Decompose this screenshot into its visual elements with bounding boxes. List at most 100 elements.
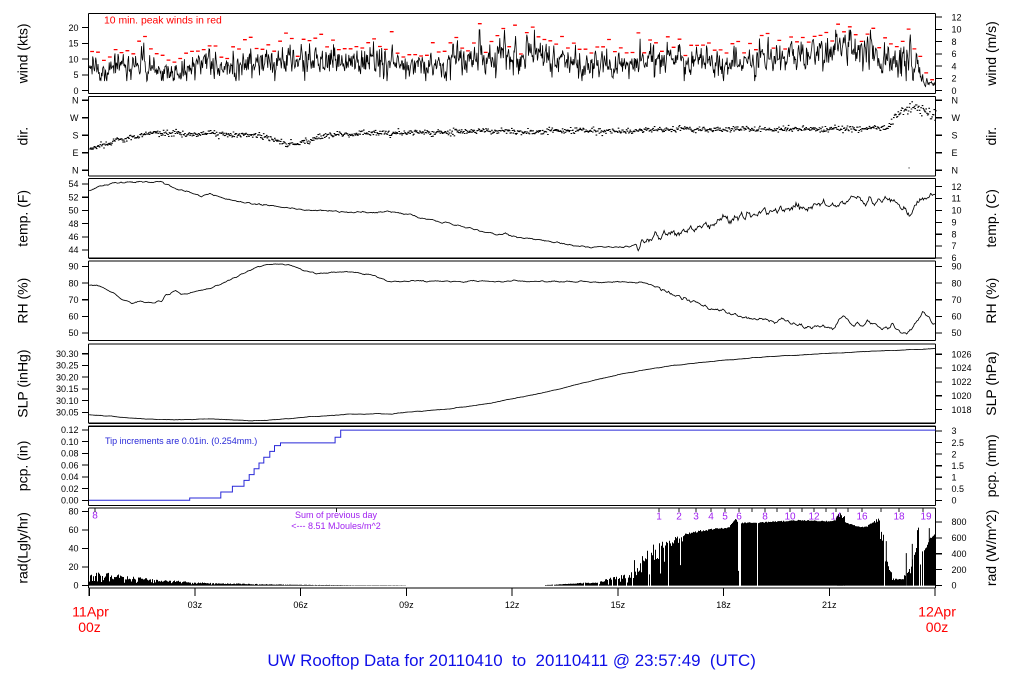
svg-text:12: 12 [952,182,962,192]
svg-text:8: 8 [952,229,957,239]
svg-text:2: 2 [952,74,957,84]
svg-text:48: 48 [68,219,78,229]
svg-text:6: 6 [952,253,957,263]
svg-text:15: 15 [68,39,78,49]
svg-text:Sum of previous day: Sum of previous day [295,510,378,520]
svg-text:0: 0 [952,86,957,96]
svg-text:00z: 00z [78,619,101,635]
svg-text:0.12: 0.12 [61,425,79,435]
svg-text:12: 12 [808,512,820,523]
svg-text:30.05: 30.05 [56,408,79,418]
svg-text:E: E [952,148,958,158]
svg-text:7: 7 [952,241,957,251]
svg-text:30.20: 30.20 [56,372,79,382]
svg-text:60: 60 [952,312,962,322]
svg-text:10 min. peak winds in red: 10 min. peak winds in red [104,16,222,27]
svg-text:8: 8 [952,37,957,47]
svg-text:0.08: 0.08 [61,449,79,459]
svg-text:N: N [72,165,79,175]
svg-text:50: 50 [68,328,78,338]
svg-text:60: 60 [68,525,78,535]
svg-text:2.5: 2.5 [952,438,965,448]
svg-text:W: W [952,113,961,123]
svg-text:2: 2 [676,512,682,523]
svg-text:10: 10 [784,512,796,523]
svg-text:200: 200 [952,565,967,575]
svg-text:19: 19 [920,512,932,523]
svg-text:15z: 15z [611,600,626,610]
svg-text:1: 1 [952,472,957,482]
svg-text:03z: 03z [188,600,203,610]
svg-text:1024: 1024 [952,363,972,373]
svg-text:SLP (hPa): SLP (hPa) [983,351,999,415]
svg-text:20: 20 [68,23,78,33]
svg-text:0: 0 [952,581,957,591]
svg-text:0.10: 0.10 [61,437,79,447]
svg-text:50: 50 [68,206,78,216]
svg-text:W: W [70,113,79,123]
svg-text:6: 6 [952,49,957,59]
svg-text:52: 52 [68,192,78,202]
svg-text:wind (kts): wind (kts) [15,23,31,84]
svg-text:80: 80 [68,278,78,288]
svg-text:0.5: 0.5 [952,484,965,494]
svg-text:10: 10 [68,54,78,64]
svg-text:12: 12 [952,12,962,22]
svg-text:pcp. (mm): pcp. (mm) [983,434,999,497]
svg-text:3: 3 [952,426,957,436]
svg-text:11: 11 [952,194,961,204]
svg-text:40: 40 [68,544,78,554]
svg-text:10: 10 [952,25,962,35]
svg-text:UW Rooftop Data for 20110410: UW Rooftop Data for 20110410 to 20110411… [267,651,755,670]
svg-text:60: 60 [68,312,78,322]
svg-text:temp. (C): temp. (C) [983,189,999,247]
svg-text:8: 8 [762,512,768,523]
svg-text:16: 16 [856,512,868,523]
svg-text:E: E [72,148,78,158]
svg-text:RH (%): RH (%) [983,278,999,324]
svg-text:30.10: 30.10 [56,396,79,406]
svg-text:wind (m/s): wind (m/s) [983,21,999,87]
svg-text:11Apr: 11Apr [72,604,109,620]
svg-text:rad(Lgly/hr): rad(Lgly/hr) [15,512,31,584]
svg-text:0.00: 0.00 [61,496,79,506]
svg-text:50: 50 [952,328,962,338]
svg-text:1026: 1026 [952,349,972,359]
svg-text:0.02: 0.02 [61,484,79,494]
svg-text:9: 9 [952,217,957,227]
svg-text:N: N [72,95,79,105]
svg-text:5: 5 [73,70,78,80]
svg-text:S: S [952,130,958,140]
svg-text:6: 6 [736,512,742,523]
svg-text:0: 0 [73,86,78,96]
svg-text:2: 2 [952,449,957,459]
svg-text:06z: 06z [293,600,308,610]
svg-text:12z: 12z [505,600,520,610]
svg-text:dir.: dir. [983,127,999,146]
svg-text:1.5: 1.5 [952,461,965,471]
svg-text:90: 90 [68,262,78,272]
svg-text:1018: 1018 [952,405,972,415]
svg-text:70: 70 [952,295,962,305]
svg-text:0.06: 0.06 [61,460,79,470]
svg-text:3: 3 [693,512,699,523]
svg-text:0: 0 [952,496,957,506]
svg-text:44: 44 [68,245,78,255]
svg-text:400: 400 [952,549,967,559]
svg-text:Tip increments are 0.01in. (0.: Tip increments are 0.01in. (0.254mm.) [105,436,257,446]
svg-text:N: N [952,165,959,175]
svg-text:N: N [952,95,959,105]
svg-text:SLP (inHg): SLP (inHg) [15,349,31,417]
svg-text:rad (W/m^2): rad (W/m^2) [983,510,999,587]
svg-text:21z: 21z [822,600,837,610]
svg-text:1020: 1020 [952,391,972,401]
svg-text:46: 46 [68,232,78,242]
svg-text:0.04: 0.04 [61,472,79,482]
svg-text:70: 70 [68,295,78,305]
svg-text:4: 4 [708,512,714,523]
svg-text:<--- 8.51 MJoules/m^2: <--- 8.51 MJoules/m^2 [291,521,381,531]
svg-text:80: 80 [952,278,962,288]
svg-text:18: 18 [893,512,905,523]
svg-text:5: 5 [722,512,728,523]
svg-text:00z: 00z [926,619,949,635]
